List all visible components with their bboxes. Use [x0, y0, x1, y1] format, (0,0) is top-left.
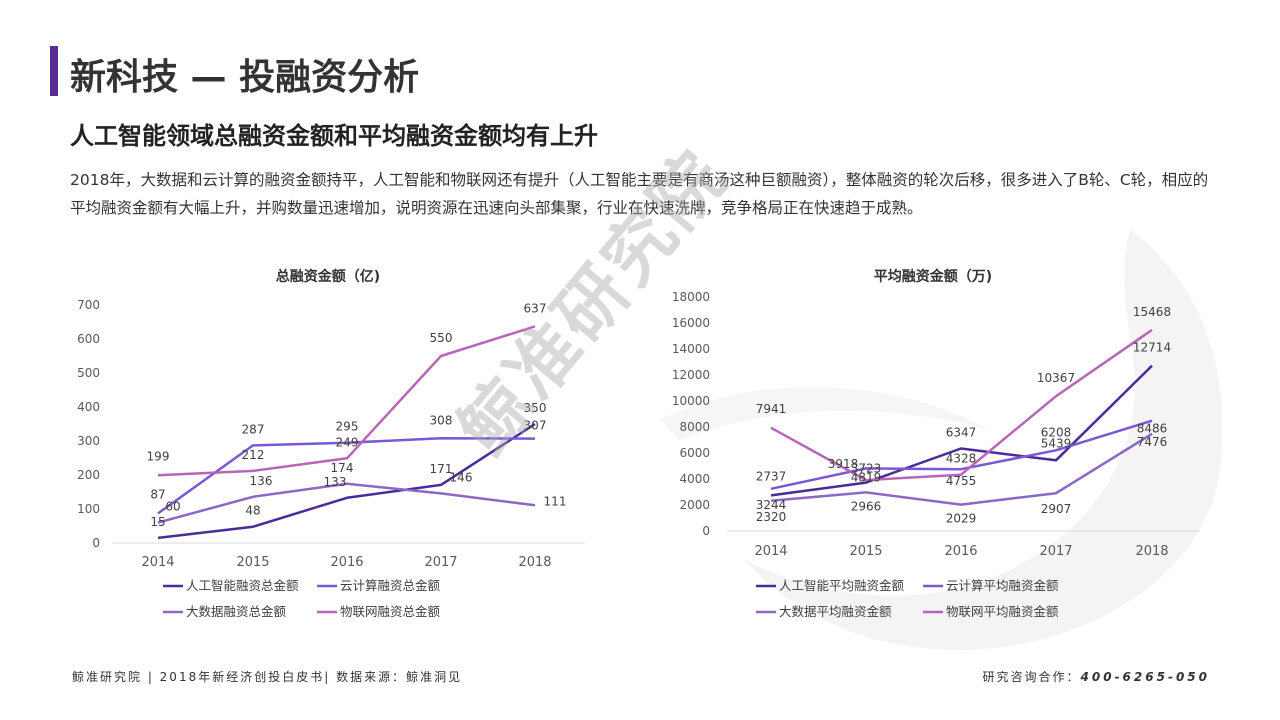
page-description: 2018年，大数据和云计算的融资金额持平，人工智能和物联网还有提升（人工智能主要… [70, 171, 1209, 217]
data-label-total-2: 60 [165, 500, 180, 514]
data-label-average-1: 8486 [1137, 422, 1168, 436]
data-label-average-0: 2737 [756, 469, 787, 483]
footer-contact-label: 研究咨询合作： [982, 670, 1081, 684]
data-label-total-0: 171 [430, 462, 453, 476]
y-tick-label-total: 600 [77, 332, 100, 346]
data-label-total-1: 308 [430, 413, 453, 427]
data-label-total-0: 48 [245, 504, 260, 518]
swoosh-shape [745, 230, 1223, 650]
data-label-total-2: 146 [450, 470, 473, 484]
data-label-total-3: 550 [430, 331, 453, 345]
y-tick-label-average: 6000 [679, 446, 710, 460]
y-tick-label-average: 12000 [672, 368, 710, 382]
data-label-total-2: 111 [544, 494, 567, 508]
series-line-total-0 [157, 422, 536, 540]
series-line-average-2 [770, 432, 1153, 506]
data-label-average-0: 5439 [1041, 436, 1072, 450]
y-tick-label-total: 500 [77, 366, 100, 380]
y-tick-label-total: 300 [77, 434, 100, 448]
x-tick-label-average: 2017 [1039, 544, 1072, 559]
y-tick-label-average: 18000 [672, 290, 710, 304]
data-label-total-1: 295 [336, 420, 359, 434]
series-line-average-1 [770, 419, 1153, 491]
data-label-average-0: 12714 [1133, 341, 1171, 355]
page-title: 新科技 — 投融资分析 [70, 57, 420, 98]
series-line-total-2 [157, 482, 536, 524]
data-label-total-1: 307 [524, 419, 547, 433]
legend-label-total-3: 物联网融资总金额 [340, 604, 441, 619]
data-label-average-2: 2907 [1041, 502, 1072, 516]
legend-label-total-0: 人工智能融资总金额 [186, 578, 299, 593]
y-tick-label-average: 4000 [679, 472, 710, 486]
data-label-average-3: 3918 [828, 457, 859, 471]
data-label-average-2: 2320 [756, 510, 787, 524]
data-label-average-1: 4819 [851, 470, 882, 484]
data-label-total-1: 87 [150, 487, 165, 501]
legend-label-total-2: 大数据融资总金额 [186, 604, 287, 619]
x-tick-label-average: 2015 [849, 544, 882, 559]
y-tick-label-average: 14000 [672, 342, 710, 356]
data-label-average-1: 3244 [756, 498, 787, 512]
data-label-average-3: 10367 [1037, 371, 1075, 385]
data-label-average-1: 6208 [1041, 425, 1072, 439]
legend-label-average-1: 云计算平均融资金额 [946, 578, 1059, 593]
chart-title-average: 平均融资金额（万) [874, 268, 992, 285]
footer-contact: 研究咨询合作：400-6265-050 [983, 668, 1210, 685]
y-tick-label-total: 400 [77, 400, 100, 414]
legend-label-average-2: 大数据平均融资金额 [779, 604, 892, 619]
x-tick-label-total: 2014 [141, 555, 174, 570]
x-tick-label-average: 2016 [944, 544, 977, 559]
page-subtitle: 人工智能领域总融资金额和平均融资金额均有上升 [70, 122, 598, 150]
legend-label-average-3: 物联网平均融资金额 [946, 604, 1059, 619]
data-label-average-0: 6347 [946, 425, 977, 439]
series-line-average-0 [770, 364, 1153, 497]
footer-phone: 400-6265-050 [1080, 670, 1210, 684]
y-tick-label-average: 16000 [672, 316, 710, 330]
y-tick-label-total: 100 [77, 502, 100, 516]
title-accent-bar [50, 46, 58, 96]
data-label-total-3: 212 [242, 448, 265, 462]
data-label-average-2: 2029 [946, 512, 977, 526]
data-label-average-3: 15468 [1133, 305, 1171, 319]
y-tick-label-total: 700 [77, 298, 100, 312]
series-line-total-3 [157, 325, 536, 477]
x-tick-label-average: 2018 [1135, 544, 1168, 559]
y-tick-label-average: 0 [702, 524, 710, 538]
x-tick-label-total: 2015 [236, 555, 269, 570]
x-tick-label-total: 2017 [424, 555, 457, 570]
footer-source: 鲸准研究院 | 2018年新经济创投白皮书| 数据来源：鲸准洞见 [72, 670, 463, 684]
data-label-total-2: 174 [331, 461, 354, 475]
data-label-average-0: 3723 [851, 462, 882, 476]
data-label-total-0: 15 [150, 515, 165, 529]
data-label-average-3: 4328 [946, 452, 977, 466]
data-label-average-2: 2966 [851, 499, 882, 513]
data-label-average-1: 4755 [946, 474, 977, 488]
series-line-total-1 [157, 437, 536, 515]
y-tick-label-average: 10000 [672, 394, 710, 408]
legend-label-average-0: 人工智能平均融资金额 [779, 578, 905, 593]
data-label-total-0: 133 [324, 475, 347, 489]
chart-title-total: 总融资金额（亿) [276, 268, 380, 285]
legend-label-total-1: 云计算融资总金额 [340, 578, 441, 593]
data-label-total-1: 287 [242, 422, 265, 436]
y-tick-label-average: 8000 [679, 420, 710, 434]
y-tick-label-average: 2000 [679, 498, 710, 512]
series-line-average-3 [770, 328, 1153, 482]
x-tick-label-total: 2018 [518, 555, 551, 570]
y-tick-label-total: 0 [92, 536, 100, 550]
data-label-total-0: 350 [524, 401, 547, 415]
data-label-total-3: 637 [524, 301, 547, 315]
y-tick-label-total: 200 [77, 468, 100, 482]
swoosh-arc [660, 387, 990, 440]
data-label-total-2: 136 [250, 474, 273, 488]
data-label-average-3: 7941 [756, 402, 787, 416]
x-tick-label-average: 2014 [754, 544, 787, 559]
data-label-total-3: 199 [147, 449, 170, 463]
data-label-total-3: 249 [336, 435, 359, 449]
x-tick-label-total: 2016 [330, 555, 363, 570]
data-label-average-2: 7476 [1137, 435, 1168, 449]
